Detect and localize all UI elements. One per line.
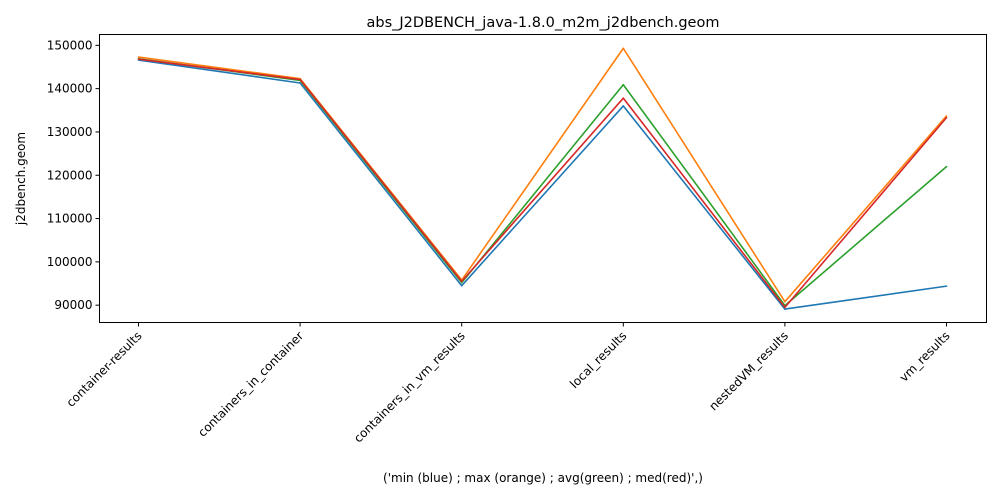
y-tick-label: 140000 — [47, 82, 93, 96]
y-axis-label: j2dbench.geom — [14, 132, 28, 226]
series-line-0 — [138, 59, 947, 310]
data-point-2-3 — [622, 83, 625, 86]
data-point-2-5 — [945, 165, 948, 168]
data-point-2-2 — [460, 281, 463, 284]
data-point-3-0 — [137, 58, 140, 60]
series-line-3 — [138, 58, 948, 309]
data-point-3-5 — [945, 116, 948, 119]
data-point-0-4 — [784, 308, 786, 310]
data-point-0-5 — [945, 285, 948, 287]
series-line-1 — [138, 47, 948, 303]
y-tick-label: 100000 — [47, 255, 93, 269]
y-axis: 90000 100000 110000 120000 130000 140000 15000… — [47, 38, 100, 312]
data-point-1-5 — [945, 115, 948, 117]
data-point-1-0 — [137, 56, 140, 58]
data-point-0-1 — [299, 82, 301, 84]
data-point-3-4 — [784, 306, 786, 309]
data-point-1-3 — [622, 47, 625, 50]
data-point-1-4 — [784, 300, 786, 303]
data-point-3-2 — [460, 280, 463, 283]
x-axis-label: ('min (blue) ; max (orange) ; avg(green)… — [383, 471, 703, 485]
data-point-3-1 — [299, 78, 301, 81]
y-tick-label: 150000 — [47, 38, 93, 52]
y-tick-label: 90000 — [54, 298, 92, 312]
y-tick-label: 130000 — [47, 125, 93, 139]
plot-frame — [99, 34, 987, 323]
y-tick-label: 110000 — [47, 212, 93, 226]
chart-title: abs_J2DBENCH_java-1.8.0_m2m_j2dbench.geo… — [367, 15, 720, 31]
data-point-0-3 — [622, 105, 625, 107]
data-point-0-2 — [460, 284, 463, 287]
data-point-3-3 — [622, 97, 625, 99]
y-tick-label: 120000 — [47, 168, 93, 182]
series-layer — [137, 47, 948, 310]
